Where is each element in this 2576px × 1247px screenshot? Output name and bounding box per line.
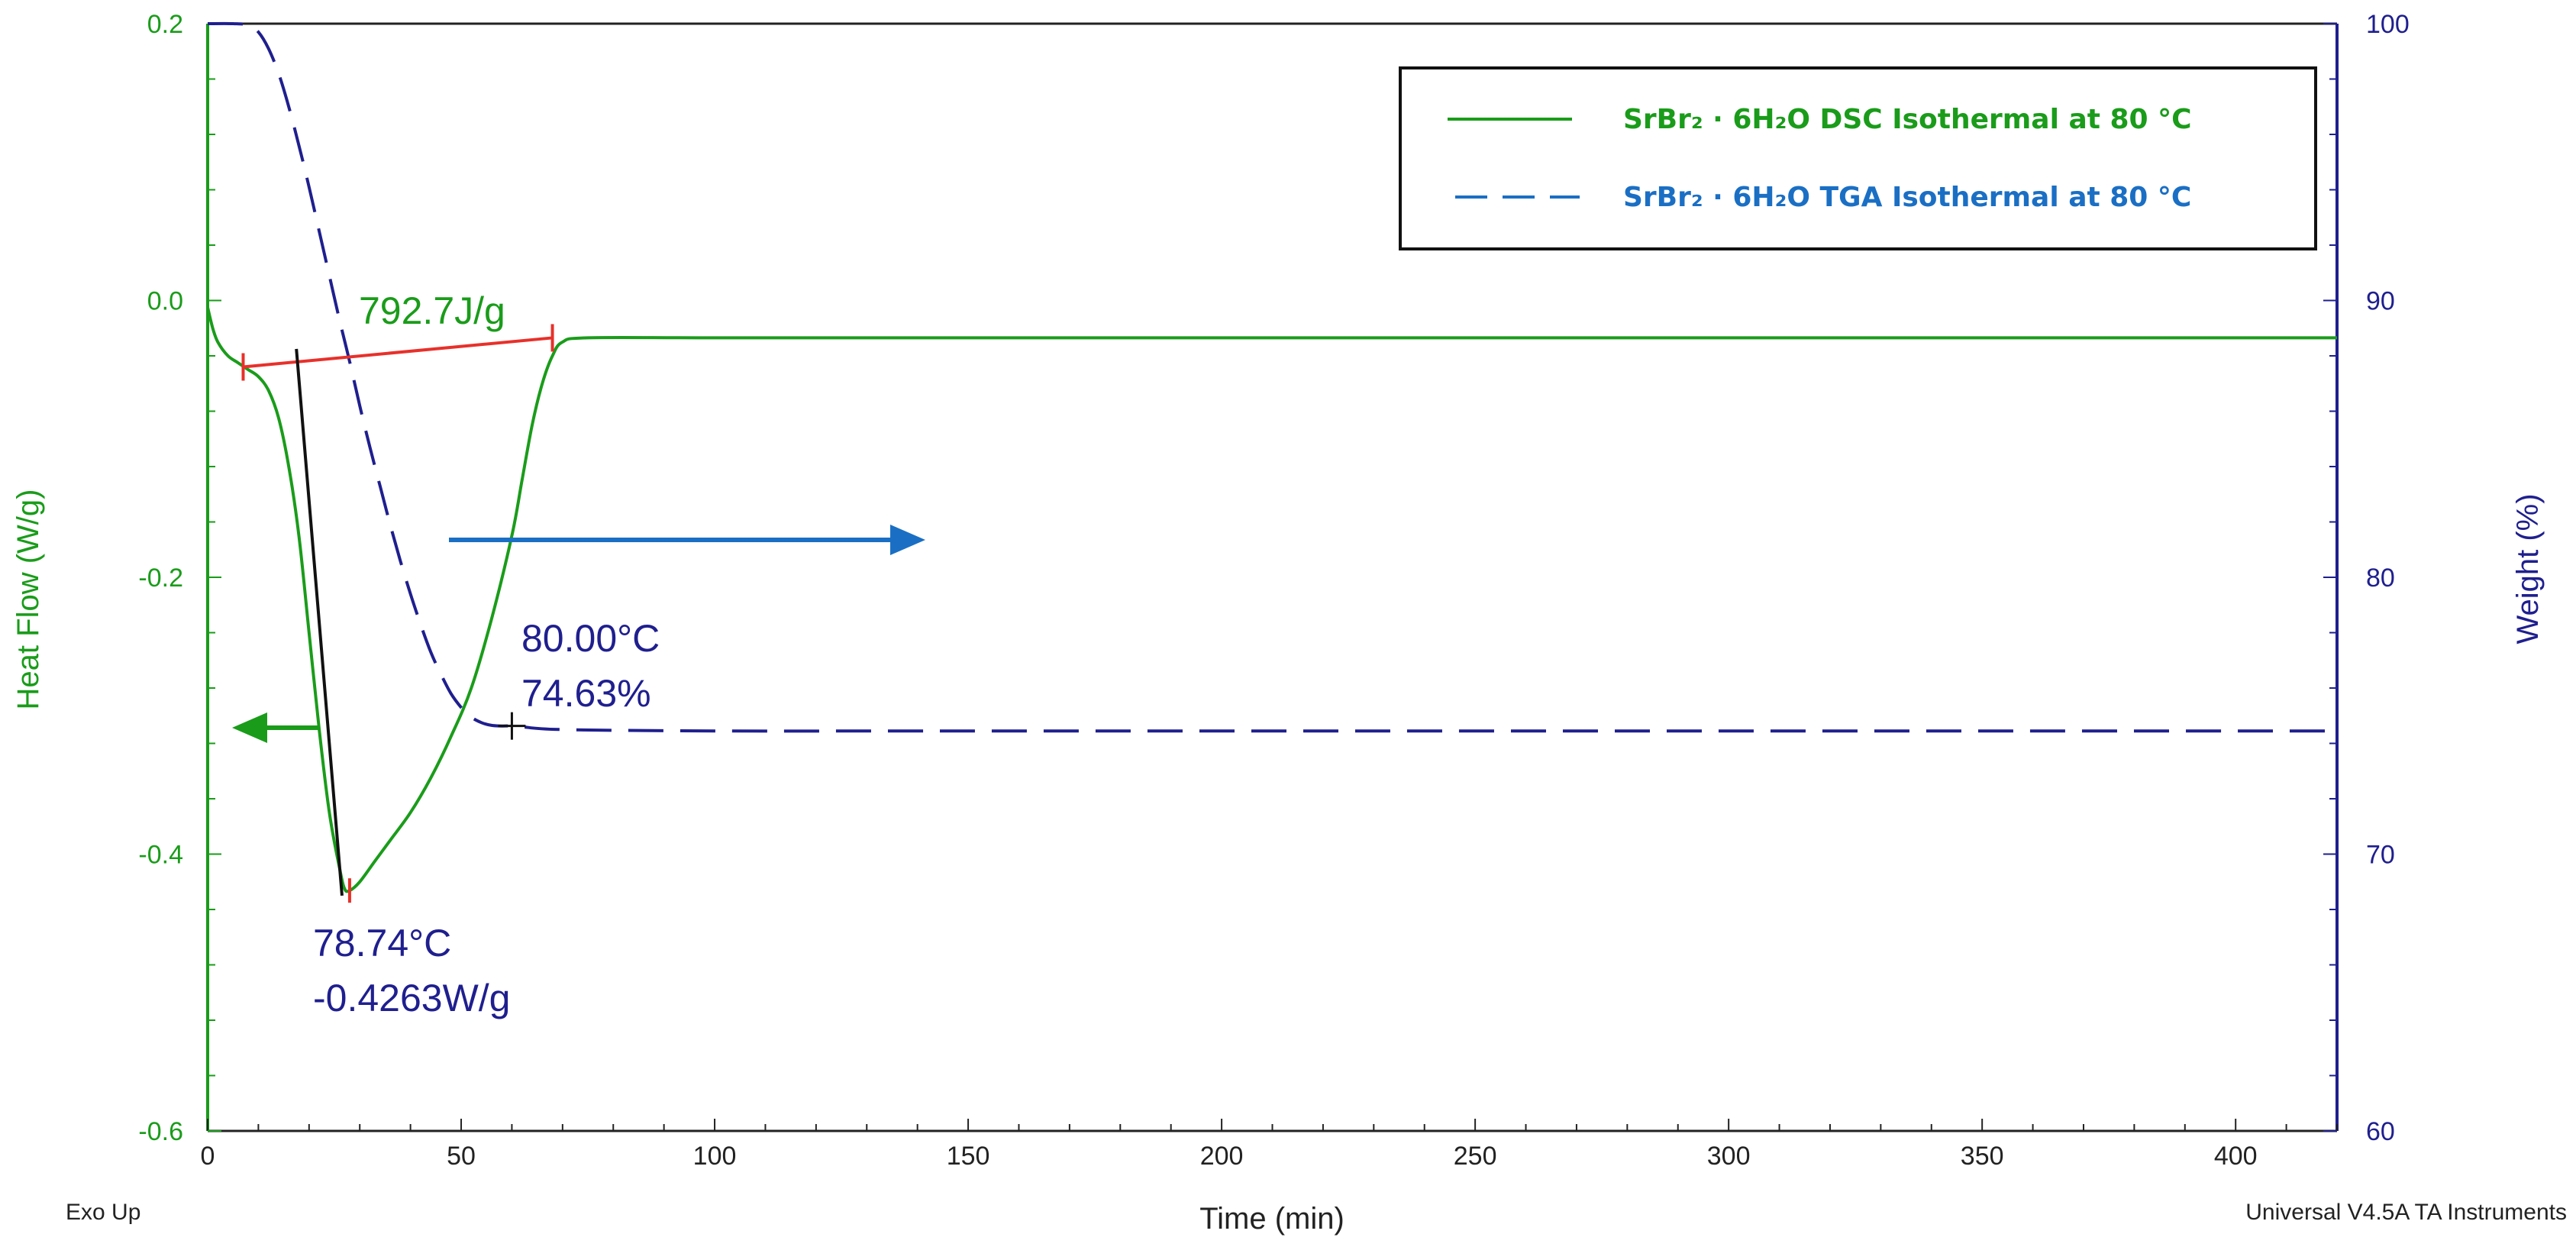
y-right-axis-title: Weight (%)	[2511, 493, 2545, 644]
x-tick-label: 0	[201, 1142, 215, 1171]
x-tick-label: 350	[1961, 1142, 2004, 1171]
x-axis-title: Time (min)	[1199, 1202, 1344, 1236]
x-tick-label: 100	[693, 1142, 737, 1171]
arrow-left-icon	[232, 712, 319, 743]
y-left-tick-label: 0.0	[147, 287, 183, 316]
x-tick-label: 250	[1454, 1142, 1497, 1171]
tga-point-weight-label: 74.63%	[521, 672, 651, 715]
x-tick-label: 200	[1200, 1142, 1244, 1171]
x-tick-label: 150	[947, 1142, 990, 1171]
y-left-tick-label: -0.4	[138, 841, 183, 870]
legend-tga-label: SrBr₂ · 6H₂O TGA Isothermal at 80 °C	[1623, 182, 2191, 213]
tga-point-temp-label: 80.00°C	[521, 617, 660, 660]
y-left-tick-label: 0.2	[147, 10, 183, 39]
onset-tangent-line	[295, 348, 344, 896]
legend: SrBr₂ · 6H₂O DSC Isothermal at 80 °C SrB…	[1399, 66, 2317, 250]
x-tick-label: 300	[1707, 1142, 1751, 1171]
y-right-tick-label: 80	[2366, 564, 2395, 593]
tga-point-marker	[498, 712, 526, 740]
y-left-tick-label: -0.6	[138, 1117, 183, 1146]
enthalpy-baseline	[243, 336, 553, 369]
axis-tick-labels: 0 50 100 150 200 250 300 350 400 0.2 0.0 -0.2 -0.4 -0…	[138, 10, 2409, 1171]
y-right-tick-label: 70	[2366, 841, 2395, 870]
y-left-axis-title: Heat Flow (W/g)	[11, 489, 45, 710]
y-right-tick-label: 60	[2366, 1117, 2395, 1146]
tga-series-line	[207, 21, 2337, 733]
legend-dsc-label: SrBr₂ · 6H₂O DSC Isothermal at 80 °C	[1623, 104, 2192, 135]
dsc-peak-temp-label: 78.74°C	[313, 922, 451, 964]
footer-exo-up: Exo Up	[66, 1200, 140, 1225]
dsc-series-line	[206, 307, 2337, 893]
y-left-tick-label: -0.2	[138, 564, 183, 593]
enthalpy-label: 792.7J/g	[359, 289, 505, 332]
footer-instrument: Universal V4.5A TA Instruments	[2245, 1200, 2567, 1225]
x-tick-label: 50	[447, 1142, 476, 1171]
y-right-tick-label: 90	[2366, 287, 2395, 316]
axis-ticks	[207, 23, 2338, 1132]
arrow-right-icon	[449, 525, 925, 555]
y-right-tick-label: 100	[2366, 10, 2410, 39]
dsc-peak-value-label: -0.4263W/g	[313, 977, 510, 1019]
x-tick-label: 400	[2214, 1142, 2258, 1171]
